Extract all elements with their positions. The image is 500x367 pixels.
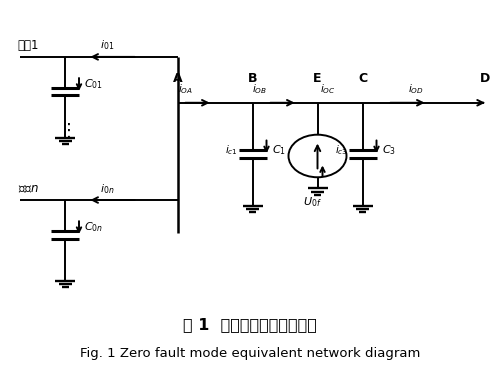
Text: A: A xyxy=(172,72,182,85)
Text: $i_{c1}$: $i_{c1}$ xyxy=(224,143,237,157)
Text: $C_1$: $C_1$ xyxy=(272,143,285,157)
Text: $C_{01}$: $C_{01}$ xyxy=(84,77,103,91)
Text: $\vdots$: $\vdots$ xyxy=(59,121,71,140)
Text: $C_{0n}$: $C_{0n}$ xyxy=(84,221,103,235)
Text: $i_{OC}$: $i_{OC}$ xyxy=(320,82,336,96)
Text: $i_{01}$: $i_{01}$ xyxy=(100,39,114,52)
Text: $i_{OA}$: $i_{OA}$ xyxy=(178,82,192,96)
Text: 图 1  故障的零模等效网络图: 图 1 故障的零模等效网络图 xyxy=(183,317,317,332)
Text: $i_{c3}$: $i_{c3}$ xyxy=(334,143,347,157)
Text: E: E xyxy=(313,72,322,85)
Text: D: D xyxy=(480,72,490,85)
Text: $U_{0f}$: $U_{0f}$ xyxy=(303,196,322,210)
Text: 线路1: 线路1 xyxy=(18,40,39,52)
Text: $i_{OD}$: $i_{OD}$ xyxy=(408,82,424,96)
Text: Fig. 1 Zero fault mode equivalent network diagram: Fig. 1 Zero fault mode equivalent networ… xyxy=(80,346,420,360)
Text: C: C xyxy=(358,72,367,85)
Text: B: B xyxy=(248,72,257,85)
Text: $i_{OB}$: $i_{OB}$ xyxy=(252,82,268,96)
Text: $C_3$: $C_3$ xyxy=(382,143,396,157)
Text: $i_{0n}$: $i_{0n}$ xyxy=(100,182,114,196)
Text: 线路$n$: 线路$n$ xyxy=(18,183,38,196)
